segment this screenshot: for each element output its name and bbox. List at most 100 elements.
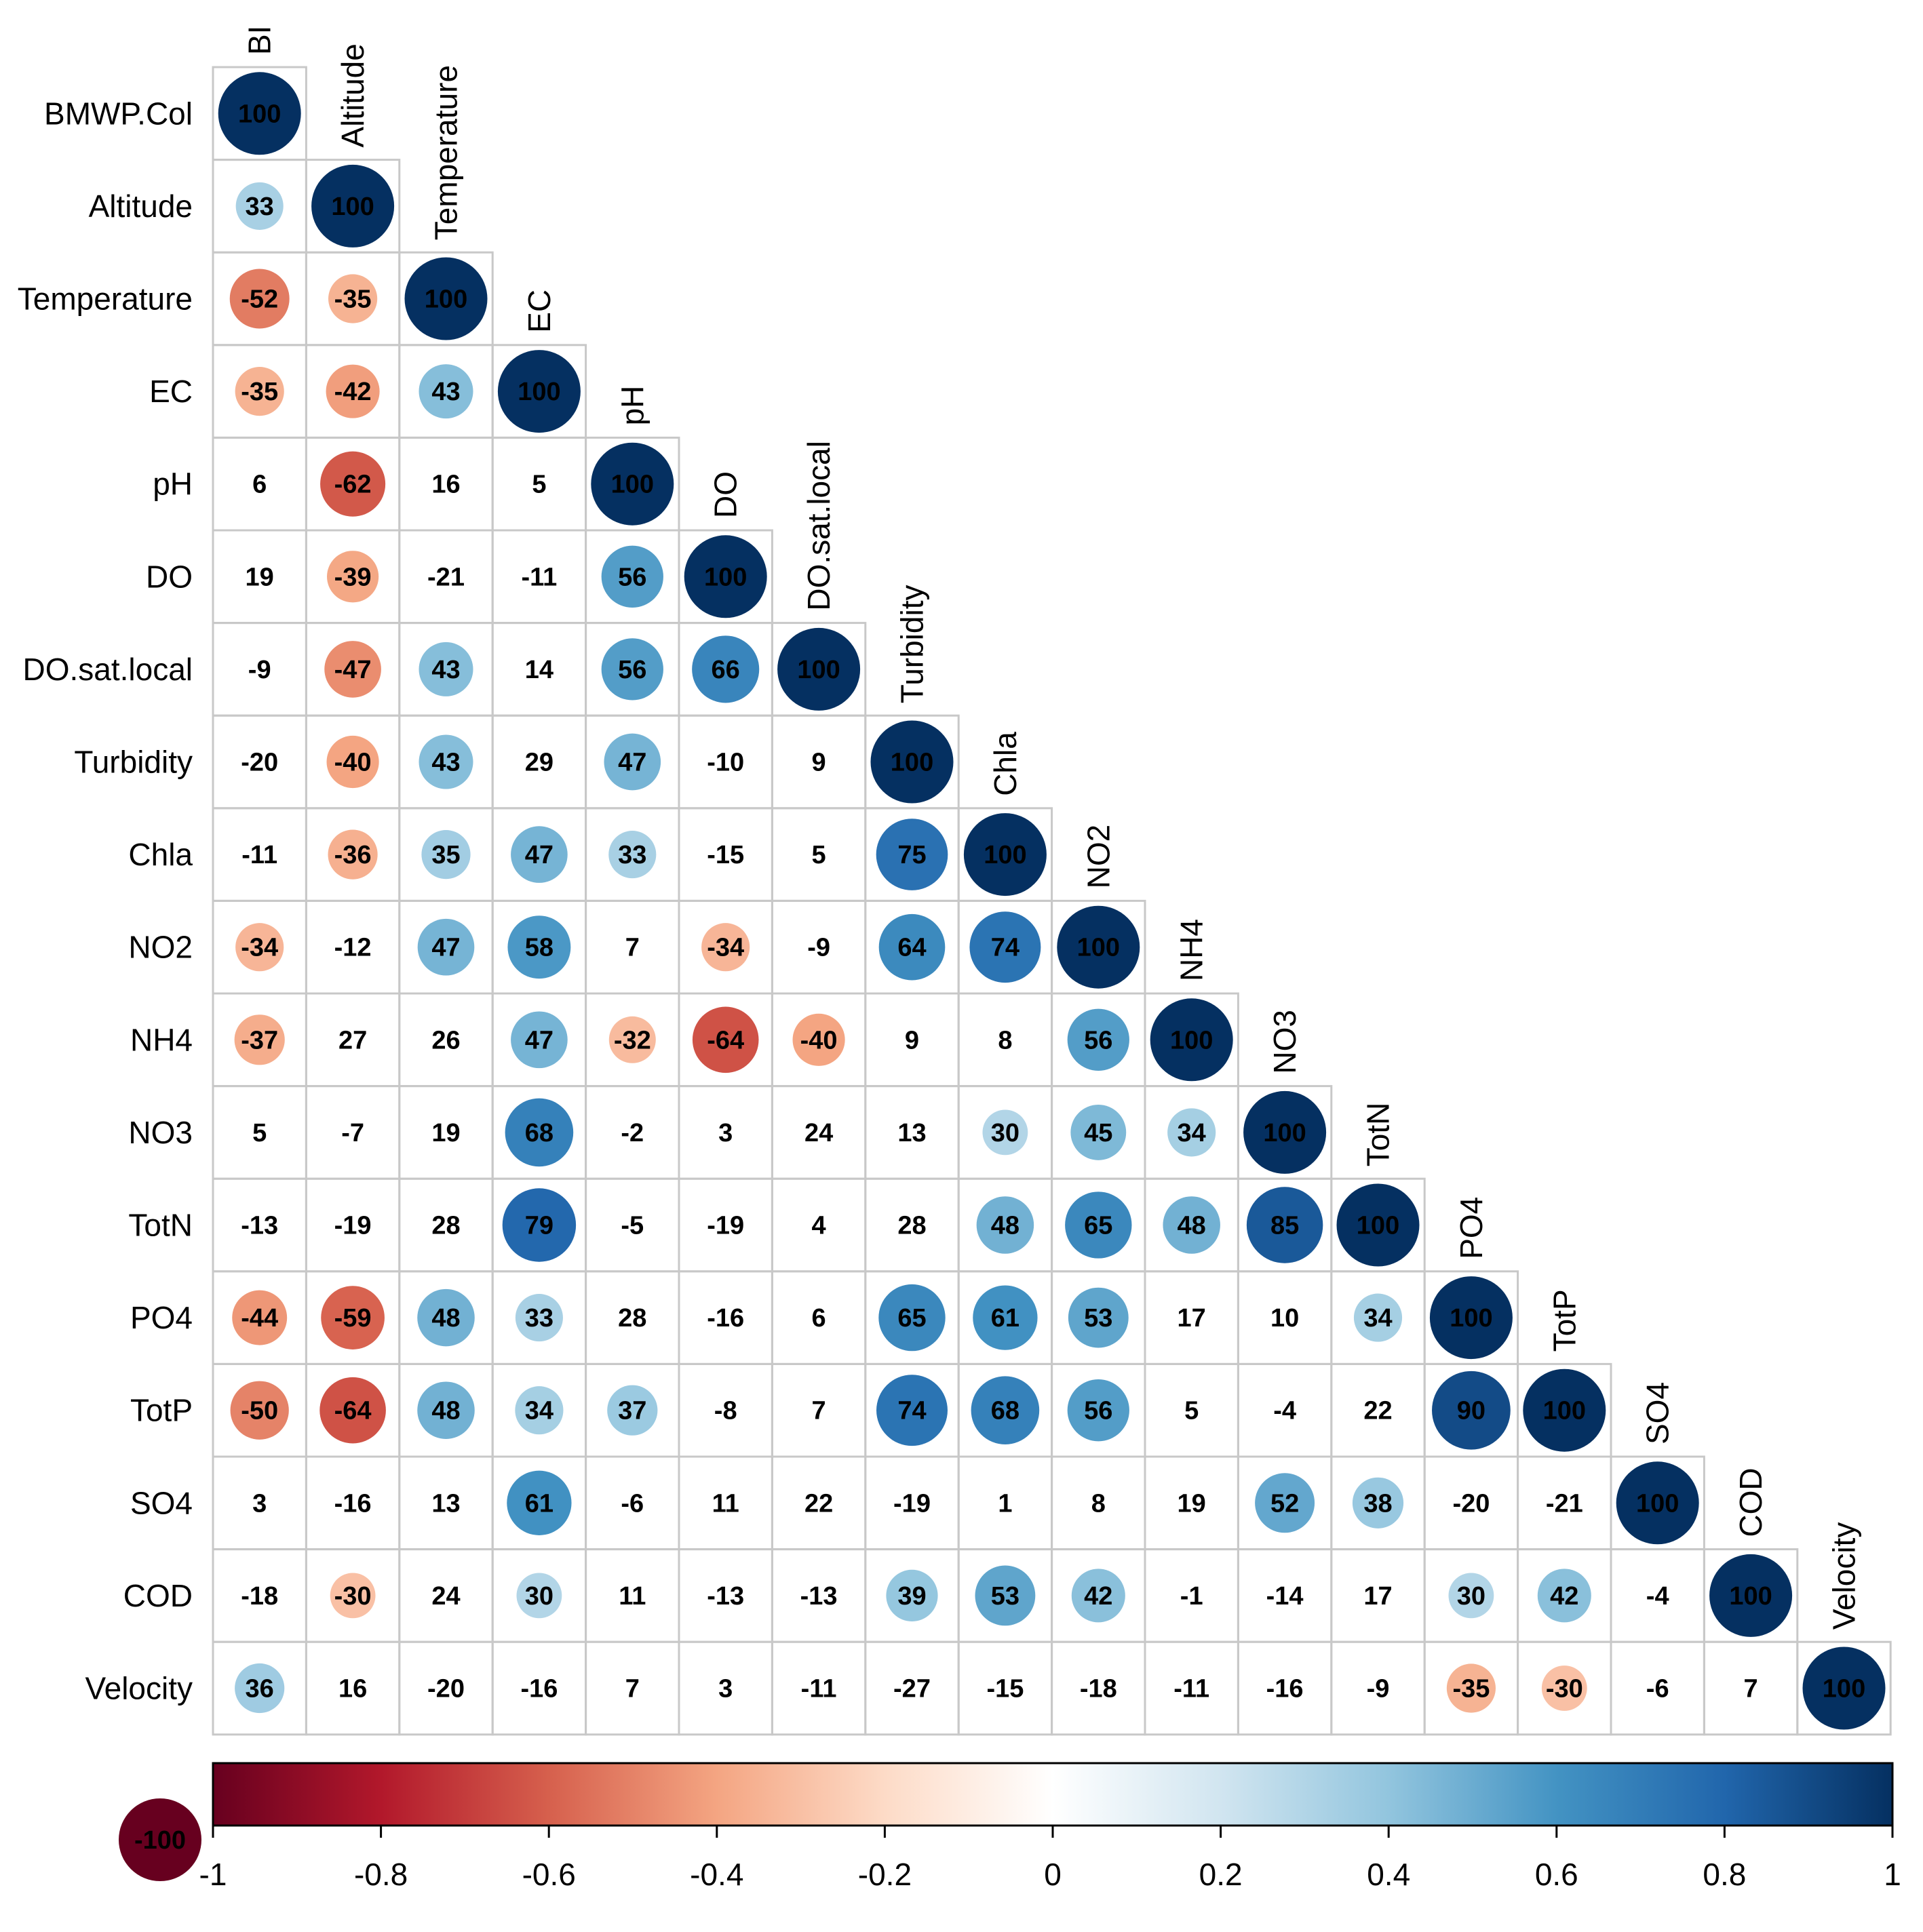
correlation-circle	[1336, 1183, 1420, 1267]
correlation-circle	[417, 1381, 475, 1439]
cell-value-label: 14	[525, 656, 553, 684]
correlation-circle	[886, 1569, 938, 1621]
cell-value-label: -13	[800, 1582, 838, 1611]
correlation-circle	[497, 350, 581, 433]
cell-value-label: 19	[1178, 1489, 1206, 1518]
cell-value-label: 45	[1084, 1119, 1112, 1147]
cell-value-label: 4	[812, 1212, 826, 1240]
colorbar-tick-label: -0.2	[858, 1857, 912, 1892]
cell-value-label: 5	[1184, 1397, 1199, 1425]
column-labels: BI Altitude Temperature EC pH DO DO.sat.local T…	[242, 26, 1862, 1630]
legend-marker: -100	[119, 1798, 201, 1881]
row-label: Turbidity	[74, 745, 193, 780]
cell-value-label: 34	[1178, 1119, 1206, 1147]
row-label: BMWP.Col	[44, 96, 193, 131]
cell-value-label: -13	[707, 1582, 744, 1611]
correlation-circle	[1541, 1665, 1587, 1711]
correlation-circle	[502, 1188, 577, 1262]
cell-value-label: 100	[984, 841, 1026, 869]
column-label: Altitude	[335, 43, 370, 147]
row-label: Temperature	[18, 281, 193, 317]
row-label: SO4	[130, 1485, 193, 1520]
cell-value-label: 7	[625, 1675, 640, 1703]
cell-value-label: 58	[525, 934, 553, 962]
correlation-circle	[515, 1294, 563, 1342]
cell-value-label: -47	[334, 656, 372, 684]
cell-value-label: 19	[246, 563, 274, 591]
cell-value-label: 22	[1363, 1397, 1392, 1425]
correlation-circle	[1068, 1287, 1129, 1348]
correlation-circle	[419, 364, 473, 419]
cell-value-label: -19	[707, 1212, 744, 1240]
cell-value-label: 29	[525, 749, 553, 777]
cell-value-label: 48	[991, 1212, 1019, 1240]
cell-value-label: 26	[431, 1026, 460, 1054]
cell-value-label: 7	[625, 934, 640, 962]
cell-value-label: 74	[991, 934, 1019, 962]
cell-value-label: 68	[991, 1397, 1019, 1425]
cell-value-label: 34	[1363, 1304, 1392, 1333]
cell-value-label: 47	[525, 841, 553, 869]
correlation-circle	[876, 1375, 948, 1446]
column-label: NO2	[1081, 825, 1116, 889]
correlation-circle	[604, 733, 661, 791]
cell-value-label: -21	[427, 563, 465, 591]
correlation-circle	[601, 545, 663, 608]
cell-value-label: -16	[1266, 1675, 1304, 1703]
row-label: NO3	[128, 1115, 193, 1150]
cell-value-label: 11	[619, 1582, 646, 1611]
cell-value-label: 1	[998, 1489, 1012, 1518]
cell-value-label: -37	[241, 1026, 278, 1054]
correlation-circle	[971, 1376, 1040, 1445]
cell-value-label: 6	[252, 471, 267, 499]
cell-value-label: 17	[1363, 1582, 1392, 1611]
cell-value-label: 11	[712, 1489, 739, 1518]
cell-value-label: -18	[241, 1582, 278, 1611]
cell-value-label: 47	[618, 749, 646, 777]
cell-value-label: 100	[1263, 1119, 1306, 1147]
cell-value-label: -11	[801, 1675, 837, 1703]
cell-value-label: 100	[1357, 1212, 1399, 1240]
cell-value-label: -7	[341, 1119, 364, 1147]
cell-value-label: 66	[712, 656, 740, 684]
cell-value-label: 9	[812, 749, 826, 777]
cell-value-label: 37	[618, 1397, 646, 1425]
correlation-circle	[969, 911, 1041, 983]
column-label: pH	[615, 386, 650, 426]
cell-value-label: 28	[897, 1212, 926, 1240]
cell-value-label: 48	[431, 1397, 460, 1425]
correlation-circle	[1616, 1461, 1699, 1545]
cell-value-label: -35	[1452, 1675, 1490, 1703]
cell-value-label: 53	[991, 1582, 1019, 1611]
cell-value-label: 13	[431, 1489, 460, 1518]
cell-value-label: 48	[431, 1304, 460, 1333]
cell-value-label: 24	[431, 1582, 460, 1611]
cell-value-label: -5	[621, 1212, 644, 1240]
cell-value-label: -50	[241, 1397, 278, 1425]
correlation-circle	[692, 635, 760, 703]
cell-value-label: -40	[800, 1026, 838, 1054]
cell-value-label: 6	[812, 1304, 826, 1333]
cell-value-label: 85	[1270, 1212, 1299, 1240]
cell-value-label: 3	[252, 1489, 267, 1518]
correlation-circle	[321, 1286, 385, 1349]
correlation-circle	[218, 72, 301, 155]
cell-value-label: 100	[611, 471, 654, 499]
correlation-circle	[507, 1470, 572, 1535]
cell-value-label: 5	[252, 1119, 267, 1147]
correlation-circle	[601, 638, 663, 701]
cell-value-label: 75	[897, 841, 926, 869]
legend-marker-circle	[119, 1798, 201, 1881]
column-label: TotN	[1361, 1103, 1396, 1167]
correlation-circle	[234, 1014, 285, 1065]
correlation-circle	[607, 1385, 658, 1436]
correlation-circle	[975, 1565, 1036, 1626]
correlation-circle	[419, 734, 473, 789]
column-label: BI	[242, 26, 277, 55]
correlation-circle	[1246, 1187, 1323, 1263]
cell-value-label: -62	[334, 471, 372, 499]
cell-value-label: 43	[431, 656, 460, 684]
cell-value-label: 61	[525, 1489, 553, 1518]
column-label: NO3	[1267, 1010, 1302, 1074]
column-label: Velocity	[1827, 1522, 1862, 1630]
